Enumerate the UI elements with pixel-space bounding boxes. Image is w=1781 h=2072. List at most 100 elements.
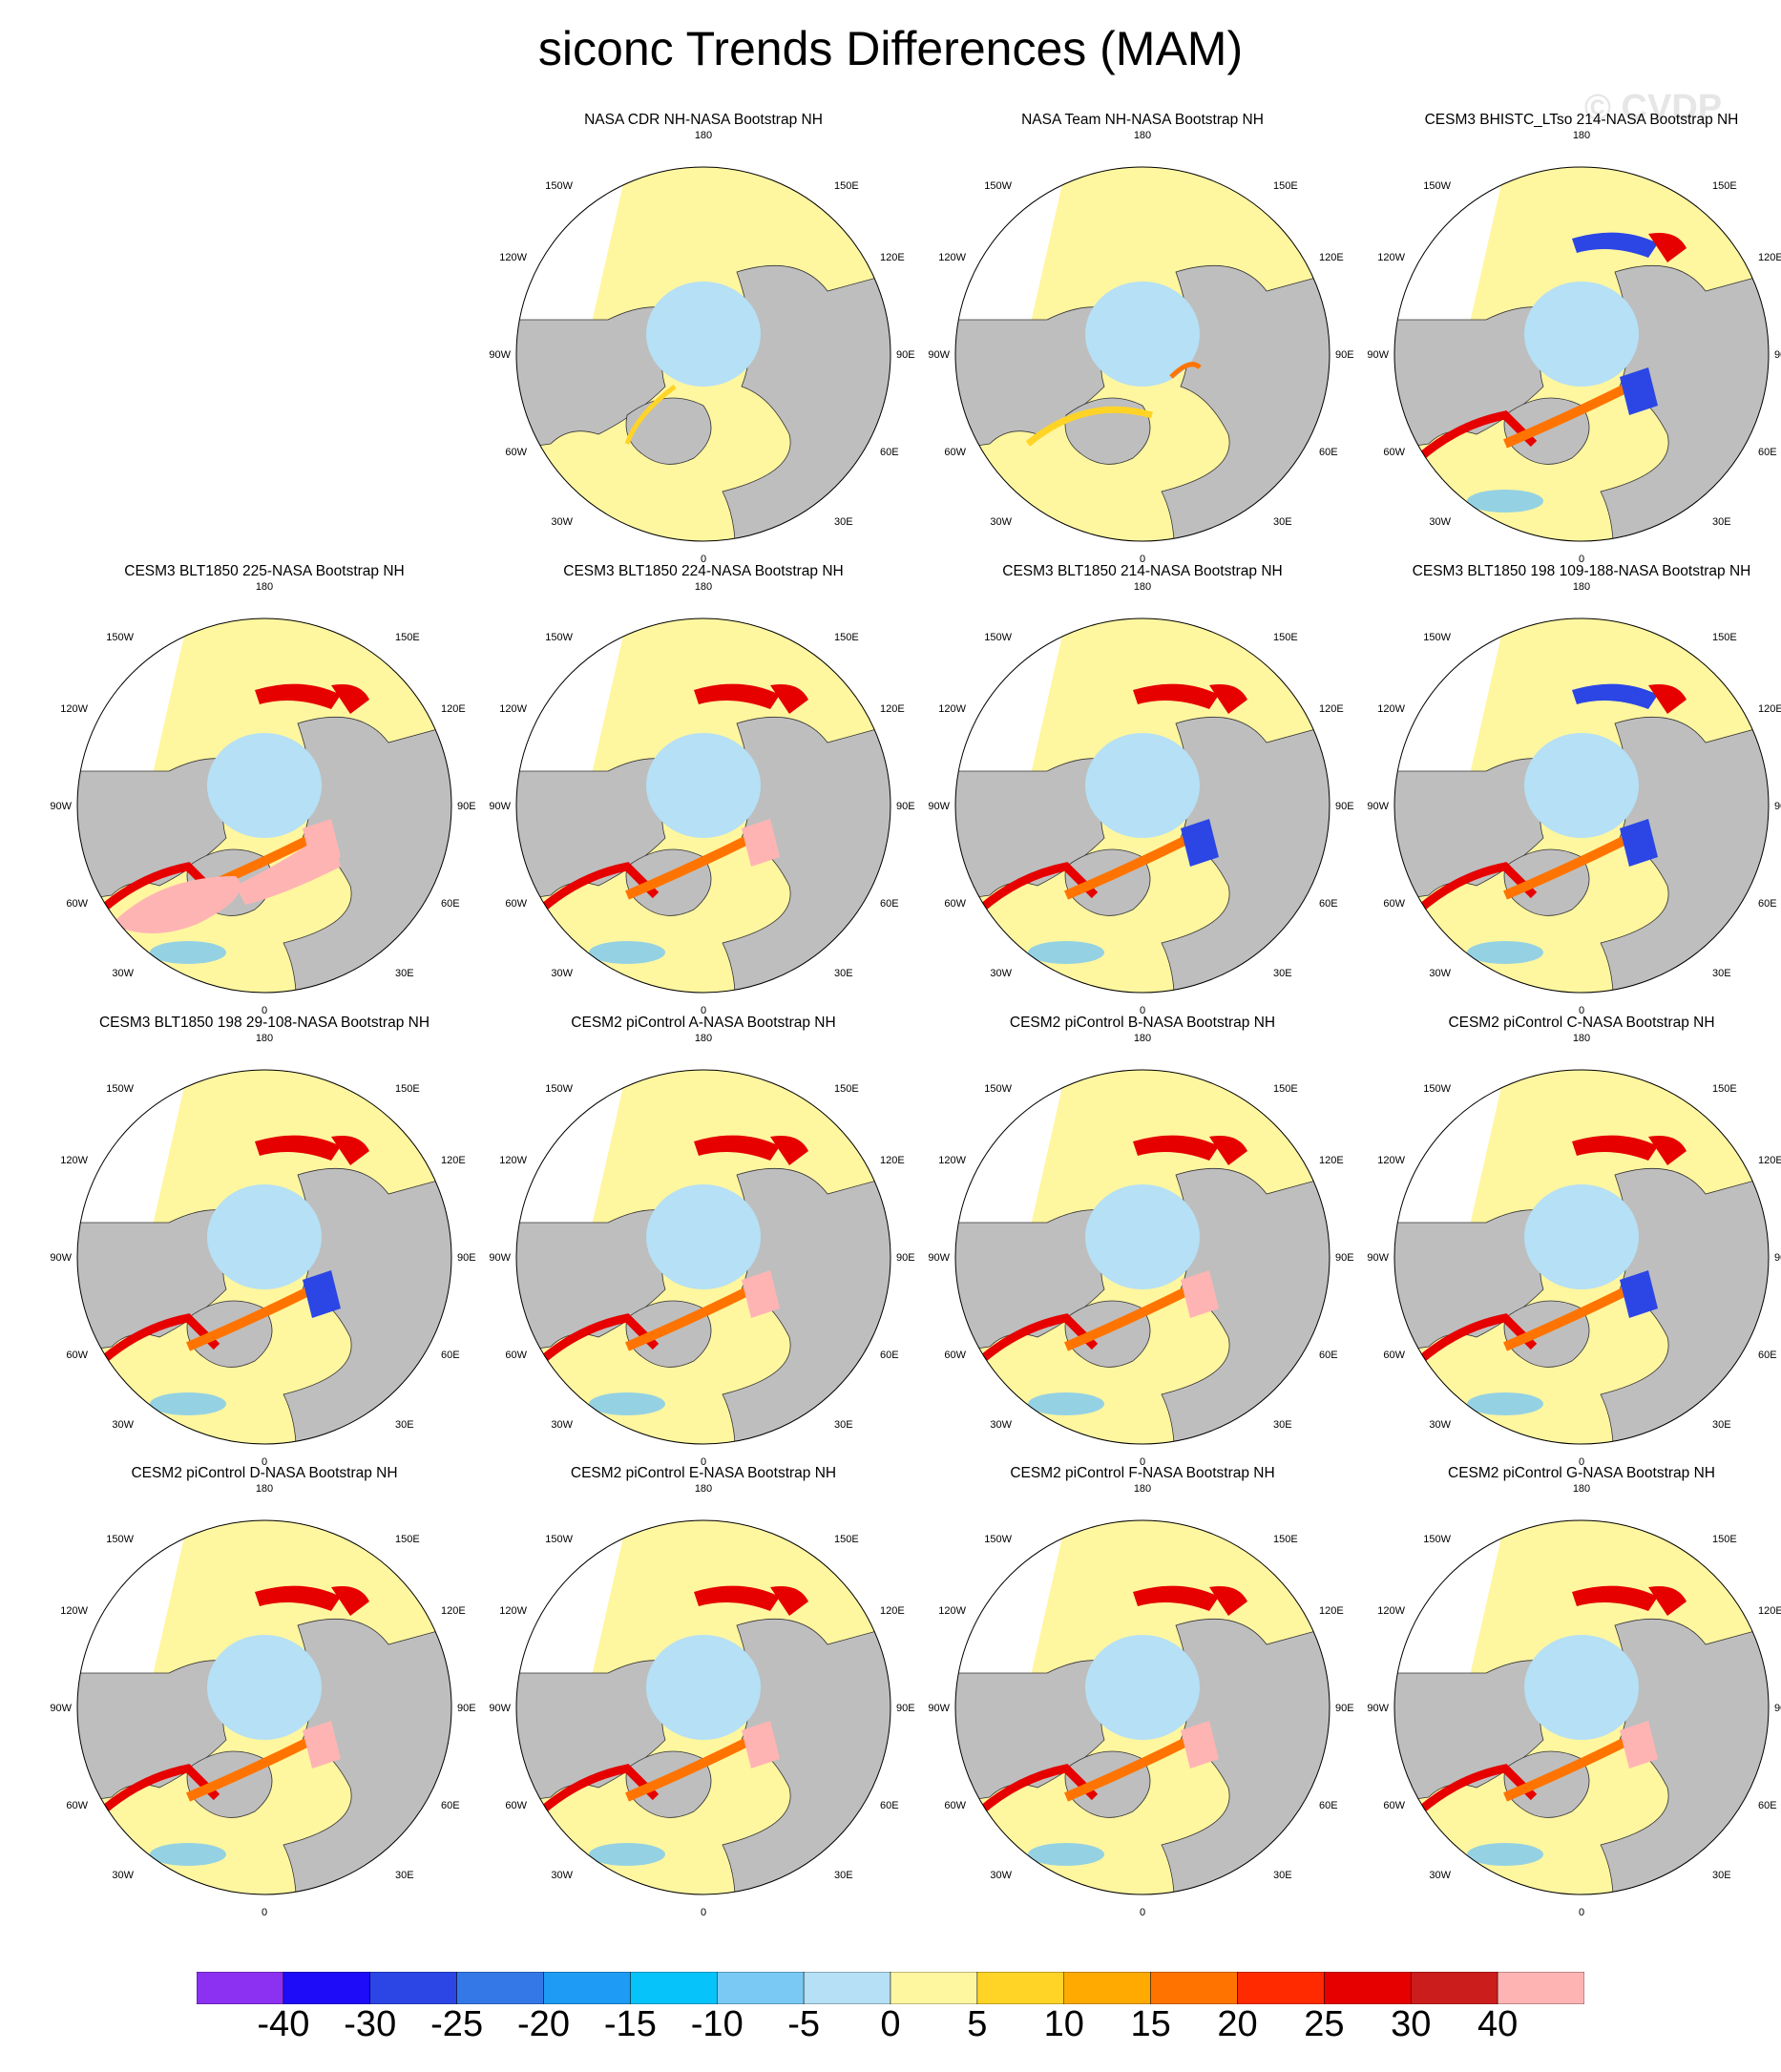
colorbar [197, 1972, 1584, 2004]
colorbar-swatch [1411, 1972, 1498, 2004]
lon-label-r2: 120E [1758, 252, 1781, 263]
polar-map: 180 0 150W 120W 90W 60W 30W 150E 120E 90E 60E 30E [1367, 581, 1781, 1016]
colorbar-tick-label: -10 [690, 2004, 744, 2044]
lon-label-l4: 60W [1383, 1350, 1405, 1361]
lon-label-l2: 120W [938, 1155, 966, 1166]
colorbar-tick-label: 10 [1043, 2004, 1084, 2044]
arctic-basin [1524, 282, 1639, 387]
colorbar-tick-label: 40 [1477, 2004, 1519, 2044]
anomaly-band [1467, 1843, 1543, 1866]
lon-label-r4: 60E [880, 898, 899, 910]
lon-label-r3: 90E [457, 1252, 476, 1264]
map-border [1393, 166, 1770, 542]
lon-label-r5: 30E [834, 968, 853, 979]
lon-label-r4: 60E [1758, 898, 1777, 910]
lon-label-r4: 60E [1319, 1800, 1338, 1811]
lon-label-l2: 120W [938, 703, 966, 715]
lon-label-r5: 30E [1712, 1870, 1731, 1881]
map-panel: NASA CDR NH-NASA Bootstrap NH 180 0 150W 120… [484, 112, 923, 570]
lon-label-r1: 150E [395, 1083, 420, 1095]
lon-label-r1: 150E [1712, 180, 1737, 192]
lon-label-l5: 30W [551, 516, 573, 528]
lon-label-l3: 90W [489, 349, 511, 361]
lon-label-r5: 30E [1273, 1419, 1292, 1431]
polar-map: 180 0 150W 120W 90W 60W 30W 150E 120E 90E 60E 30E [50, 581, 475, 1016]
map-border [1393, 617, 1770, 994]
lon-label-l1: 150W [1423, 180, 1451, 192]
colorbar-swatch [543, 1972, 631, 2004]
lon-label-r3: 90E [1335, 349, 1354, 361]
colorbar-swatch [976, 1972, 1064, 2004]
lon-label-r4: 60E [880, 1800, 899, 1811]
lon-label-bottom: 0 [701, 1907, 706, 1918]
lon-label-l4: 60W [944, 1350, 966, 1361]
lon-label-bottom: 0 [701, 1005, 706, 1016]
colorbar-swatch [630, 1972, 718, 2004]
lon-label-l1: 150W [984, 1083, 1012, 1095]
colorbar-tick-label: 30 [1391, 2004, 1432, 2044]
map-panel: CESM3 BLT1850 198 29-108-NASA Bootstrap … [45, 1015, 484, 1473]
lon-label-r1: 150E [1712, 1083, 1737, 1095]
lon-label-l4: 60W [1383, 447, 1405, 458]
anomaly-band [1572, 232, 1658, 258]
anomaly-band [150, 1392, 226, 1415]
lon-label-l4: 60W [66, 898, 88, 910]
lon-label-r4: 60E [1758, 1350, 1777, 1361]
anomaly-band [1064, 1735, 1193, 1802]
lon-label-l1: 150W [545, 180, 573, 192]
panel-title: CESM2 piControl B-NASA Bootstrap NH [1009, 1015, 1276, 1031]
lon-label-l5: 30W [990, 516, 1012, 528]
anomaly-band [1064, 1285, 1193, 1351]
lon-label-r2: 120E [1758, 1605, 1781, 1617]
map-panel: NASA Team NH-NASA Bootstrap NH 180 0 150W 12… [923, 112, 1362, 570]
lon-label-l2: 120W [1377, 703, 1405, 715]
lon-label-top: 180 [256, 1033, 273, 1044]
anomaly-band [331, 1136, 369, 1165]
colorbar-tick-label: 25 [1304, 2004, 1345, 2044]
map-border [954, 1519, 1331, 1895]
lon-label-r1: 150E [1273, 632, 1298, 643]
lon-label-l4: 60W [944, 447, 966, 458]
lon-label-top: 180 [695, 1033, 712, 1044]
anomaly-band [1169, 362, 1202, 379]
lon-label-l1: 150W [984, 632, 1012, 643]
lon-label-l1: 150W [106, 632, 134, 643]
lon-label-r1: 150E [834, 1534, 859, 1545]
lon-label-l4: 60W [944, 1800, 966, 1811]
anomaly-band [303, 1721, 341, 1769]
lon-label-l5: 30W [1429, 1870, 1451, 1881]
lon-label-l5: 30W [551, 968, 573, 979]
arctic-basin [1524, 733, 1639, 838]
anomaly-band [1025, 406, 1153, 447]
anomaly-band [150, 941, 226, 964]
anomaly-band [770, 1586, 808, 1616]
lon-label-r3: 90E [1774, 801, 1781, 812]
lon-label-bottom: 0 [1579, 1456, 1584, 1468]
polar-map: 180 0 150W 120W 90W 60W 30W 150E 120E 90E 60E 30E [928, 1483, 1353, 1918]
colorbar-tick-label: -5 [787, 2004, 821, 2044]
lon-label-l5: 30W [1429, 968, 1451, 979]
lon-label-l3: 90W [1367, 1252, 1389, 1264]
map-border [515, 1069, 891, 1445]
lon-label-l2: 120W [1377, 1155, 1405, 1166]
lon-label-r1: 150E [1273, 1083, 1298, 1095]
anomaly-band [1620, 1270, 1658, 1318]
anomaly-band [1133, 1135, 1219, 1161]
lon-label-l2: 120W [499, 703, 527, 715]
lon-label-l4: 60W [505, 447, 527, 458]
polar-map: 180 0 150W 120W 90W 60W 30W 150E 120E 90E 60E 30E [1367, 130, 1781, 565]
map-panel: CESM3 BLT1850 225-NASA Bootstrap NH 180 0 1… [45, 563, 484, 1021]
arctic-basin [1085, 1184, 1200, 1289]
lon-label-bottom: 0 [262, 1456, 267, 1468]
anomaly-band [589, 941, 665, 964]
panel-title: CESM2 piControl A-NASA Bootstrap NH [571, 1015, 836, 1031]
colorbar-swatch [803, 1972, 891, 2004]
anomaly-band [1620, 1721, 1658, 1769]
map-panel: CESM3 BLT1850 214-NASA Bootstrap NH 180 0 1… [923, 563, 1362, 1021]
colorbar-tick-label: -15 [603, 2004, 657, 2044]
anomaly-band [1620, 819, 1658, 867]
anomaly-band [589, 1392, 665, 1415]
lon-label-l3: 90W [928, 349, 950, 361]
lon-label-r2: 120E [441, 703, 466, 715]
anomaly-band [625, 833, 754, 900]
